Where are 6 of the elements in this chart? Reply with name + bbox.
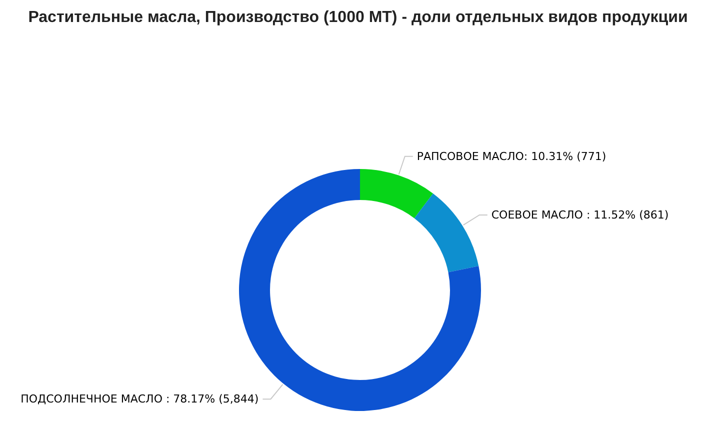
slice-label: ПОДСОЛНЕЧНОЕ МАСЛО : 78.17% (5,844) [20, 392, 259, 406]
chart-title: Растительные масла, Производство (1000 МТ) - доли отдельных видов продукции [27, 8, 689, 28]
slice-label: РАПСОВОЕ МАСЛО: 10.31% (771) [416, 150, 606, 163]
slice-label: СОЕВОЕ МАСЛО : 11.52% (861) [491, 208, 669, 222]
donut-slice [414, 194, 479, 272]
donut-slice [360, 169, 434, 218]
